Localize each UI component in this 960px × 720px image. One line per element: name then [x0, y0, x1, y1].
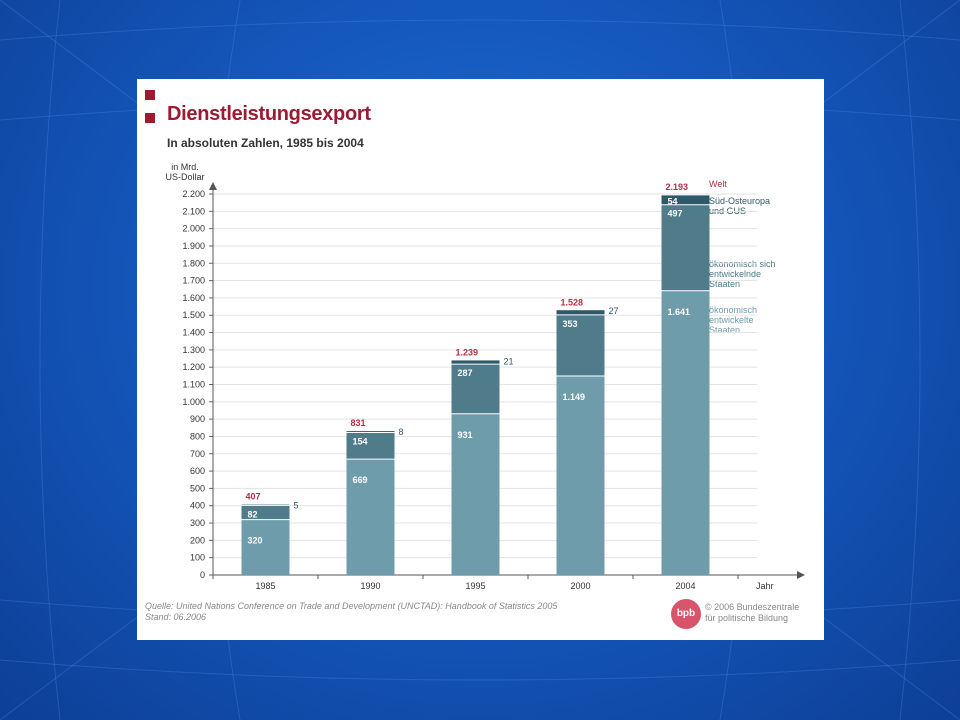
bar-label-1995-series-1: 287 [458, 368, 473, 378]
legend-dev-line3: Staaten [709, 279, 740, 289]
bar-label-1985-series-2: 5 [294, 501, 299, 511]
x-axis-label: Jahr [756, 581, 774, 591]
y-tick-label-13: 1.300 [182, 345, 205, 355]
legend-adv-line2: entwickelte [709, 315, 754, 325]
y-tick-label-19: 1.900 [182, 241, 205, 251]
y-tick-label-11: 1.100 [182, 380, 205, 390]
y-tick-label-15: 1.500 [182, 310, 205, 320]
bar-label-2004-series-2: 54 [668, 196, 678, 206]
x-tick-label-1985: 1985 [255, 581, 275, 591]
bar-label-1990-series-2: 8 [399, 427, 404, 437]
credit-text: © 2006 Bundeszentrale für politische Bil… [705, 602, 799, 624]
bar-1985-series-1 [241, 505, 290, 520]
legend-adv-line3: Staaten [709, 325, 740, 335]
bar-1985-series-0 [241, 519, 290, 575]
chart-panel: Dienstleistungsexport In absoluten Zahle… [137, 79, 824, 640]
x-tick-label-2004: 2004 [675, 581, 695, 591]
total-label-1990: 831 [351, 418, 366, 428]
source-line1: Quelle: United Nations Conference on Tra… [145, 601, 558, 611]
bar-label-2000-series-0: 1.149 [563, 392, 586, 402]
bar-1990-series-1 [346, 432, 395, 460]
total-label-1995: 1.239 [456, 347, 479, 357]
y-tick-label-0: 0 [200, 570, 205, 580]
source-line2: Stand: 06.2006 [145, 612, 207, 622]
y-tick-label-6: 600 [190, 466, 205, 476]
legend-dev-line1: ökonomisch sich [709, 259, 776, 269]
title-marker-top [145, 90, 155, 100]
bar-2000-series-0 [556, 376, 605, 575]
y-tick-label-12: 1.200 [182, 362, 205, 372]
total-label-2004: 2.193 [666, 182, 689, 192]
bar-chart: in Mrd. US-Dollar Jahr Welt Süd-Osteurop… [165, 162, 805, 591]
x-tick-label-1990: 1990 [360, 581, 380, 591]
bar-2004-series-2 [661, 195, 710, 205]
bar-label-1990-series-1: 154 [353, 436, 368, 446]
y-tick-label-8: 800 [190, 431, 205, 441]
legend-adv-line1: ökonomisch [709, 305, 757, 315]
bar-label-1995-series-0: 931 [458, 430, 473, 440]
total-label-2000: 1.528 [561, 297, 584, 307]
bar-label-1985-series-0: 320 [248, 536, 263, 546]
y-tick-label-17: 1.700 [182, 276, 205, 286]
bar-2004-series-1 [661, 204, 710, 291]
y-axis-arrow [209, 182, 217, 190]
legend-dev-line2: entwickelnde [709, 269, 761, 279]
y-tick-label-22: 2.200 [182, 189, 205, 199]
bar-1995-series-2 [451, 360, 500, 365]
chart-title: Dienstleistungsexport [167, 103, 371, 125]
y-axis-label-line1: in Mrd. [171, 162, 199, 172]
y-tick-label-5: 500 [190, 483, 205, 493]
credit-line2: für politische Bildung [705, 613, 789, 623]
bar-2000-series-1 [556, 314, 605, 377]
bar-label-2004-series-0: 1.641 [668, 307, 691, 317]
bpb-logo: bpb [671, 599, 701, 629]
bar-label-1990-series-0: 669 [353, 475, 368, 485]
x-tick-label-1995: 1995 [465, 581, 485, 591]
y-tick-label-21: 2.100 [182, 206, 205, 216]
y-tick-label-4: 400 [190, 501, 205, 511]
chart-subtitle: In absoluten Zahlen, 1985 bis 2004 [167, 136, 364, 150]
bar-label-2000-series-2: 27 [609, 306, 619, 316]
y-tick-label-1: 100 [190, 553, 205, 563]
bar-1990-series-0 [346, 459, 395, 575]
legend-welt: Welt [709, 179, 727, 189]
bar-label-2004-series-1: 497 [668, 209, 683, 219]
bar-2004-series-0 [661, 290, 710, 575]
y-tick-label-18: 1.800 [182, 258, 205, 268]
y-tick-label-14: 1.400 [182, 328, 205, 338]
bar-1995-series-1 [451, 364, 500, 414]
y-tick-label-7: 700 [190, 449, 205, 459]
publisher-credit: bpb © 2006 Bundeszentrale für politische… [671, 597, 821, 633]
y-axis-label-line2: US-Dollar [165, 172, 204, 182]
bar-label-1985-series-1: 82 [248, 509, 258, 519]
y-tick-label-16: 1.600 [182, 293, 205, 303]
source-note: Quelle: United Nations Conference on Tra… [145, 601, 557, 623]
legend-see-line1: Süd-Osteuropa [709, 196, 770, 206]
y-tick-label-20: 2.000 [182, 224, 205, 234]
bar-1990-series-2 [346, 431, 395, 433]
title-marker-bottom [145, 113, 155, 123]
y-tick-label-2: 200 [190, 535, 205, 545]
total-label-1985: 407 [246, 492, 261, 502]
x-tick-label-2000: 2000 [570, 581, 590, 591]
y-tick-label-3: 300 [190, 518, 205, 528]
bar-label-1995-series-2: 21 [504, 356, 514, 366]
bar-2000-series-2 [556, 310, 605, 315]
credit-line1: © 2006 Bundeszentrale [705, 602, 800, 612]
y-tick-label-9: 900 [190, 414, 205, 424]
x-axis-arrow [797, 571, 805, 579]
y-tick-label-10: 1.000 [182, 397, 205, 407]
bar-label-2000-series-1: 353 [563, 319, 578, 329]
bar-1995-series-0 [451, 413, 500, 575]
